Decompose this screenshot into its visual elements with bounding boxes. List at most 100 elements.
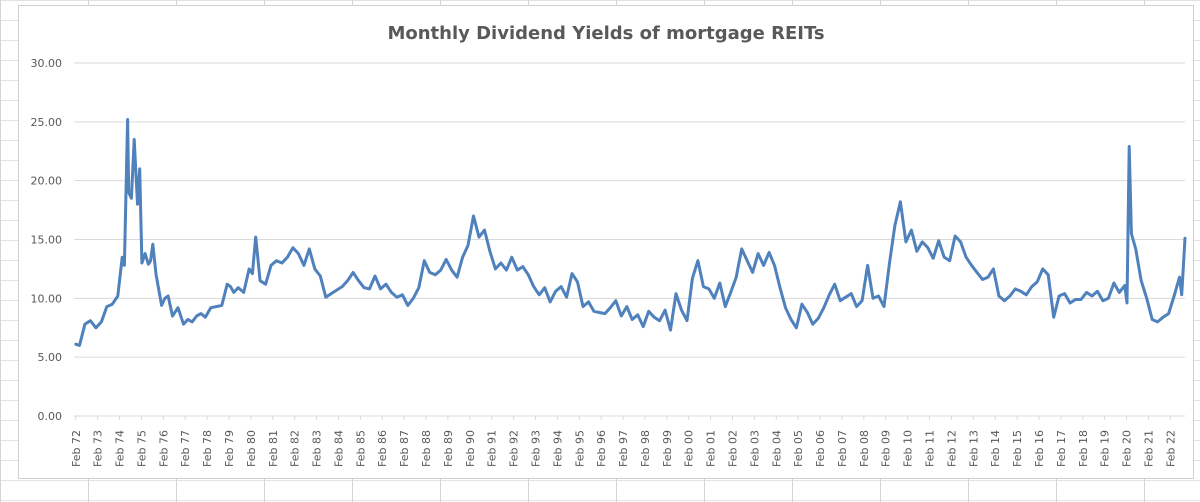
x-tick-label: Feb 90 <box>464 430 477 467</box>
data-point <box>429 271 431 273</box>
data-point <box>1151 318 1153 320</box>
x-tick-label: Feb 85 <box>354 430 367 467</box>
data-point <box>768 251 770 253</box>
data-point <box>664 309 666 311</box>
x-tick-label: Feb 72 <box>70 430 83 467</box>
x-tick-label: Feb 08 <box>858 430 871 467</box>
x-tick-label: Feb 81 <box>267 430 280 467</box>
x-tick-label: Feb 78 <box>201 430 214 467</box>
x-tick-label: Feb 79 <box>223 430 236 467</box>
data-point <box>100 321 102 323</box>
data-point <box>582 305 584 307</box>
x-tick-label: Feb 74 <box>114 430 127 467</box>
x-tick-label: Feb 01 <box>705 430 718 467</box>
data-point <box>95 327 97 329</box>
data-point <box>187 318 189 320</box>
data-point <box>423 260 425 262</box>
data-point <box>440 269 442 271</box>
data-point <box>910 229 912 231</box>
data-point <box>1025 294 1027 296</box>
data-point <box>965 256 967 258</box>
data-point <box>1146 297 1148 299</box>
data-point <box>195 315 197 317</box>
data-point <box>1162 316 1164 318</box>
data-point <box>200 312 202 314</box>
x-tick-label: Feb 84 <box>332 430 345 467</box>
data-point <box>850 292 852 294</box>
chart-area: Monthly Dividend Yields of mortgage REIT… <box>18 5 1194 479</box>
data-point <box>303 264 305 266</box>
data-point <box>516 269 518 271</box>
x-tick-label: Feb 95 <box>573 430 586 467</box>
data-point <box>790 318 792 320</box>
x-tick-label: Feb 76 <box>157 430 170 467</box>
data-point <box>204 316 206 318</box>
x-tick-label: Feb 20 <box>1121 430 1134 467</box>
x-tick-label: Feb 11 <box>924 430 937 467</box>
data-point <box>713 297 715 299</box>
data-point <box>259 280 261 282</box>
data-point <box>226 283 228 285</box>
data-point <box>1053 316 1055 318</box>
line-chart: 0.00 5.00 10.00 15.00 20.00 25.00 30.00 Feb 72… <box>31 57 1187 467</box>
data-point <box>817 317 819 319</box>
data-point <box>784 307 786 309</box>
data-point <box>932 257 934 259</box>
data-point <box>264 283 266 285</box>
y-tick-label: 5.00 <box>38 351 63 364</box>
y-tick-label: 20.00 <box>31 175 63 188</box>
data-point <box>141 262 143 264</box>
data-point <box>538 294 540 296</box>
x-tick-label: Feb 92 <box>508 430 521 467</box>
x-tick-label: Feb 18 <box>1077 430 1090 467</box>
data-point <box>270 264 272 266</box>
data-point <box>609 307 611 309</box>
x-tick-label: Feb 91 <box>486 430 499 467</box>
data-point <box>251 272 253 274</box>
data-point <box>255 236 257 238</box>
data-point <box>642 325 644 327</box>
data-point <box>385 283 387 285</box>
data-point <box>106 305 108 307</box>
data-point <box>724 305 726 307</box>
data-point <box>78 344 80 346</box>
data-point <box>839 300 841 302</box>
data-point <box>637 314 639 316</box>
x-tick-label: Feb 12 <box>945 430 958 467</box>
data-point <box>139 168 141 170</box>
x-tick-label: Feb 86 <box>376 430 389 467</box>
data-point <box>445 258 447 260</box>
data-point <box>544 287 546 289</box>
data-point <box>147 263 149 265</box>
data-point <box>779 287 781 289</box>
data-point <box>943 256 945 258</box>
data-point <box>959 241 961 243</box>
data-point <box>987 276 989 278</box>
data-point <box>215 305 217 307</box>
x-tick-label: Feb 00 <box>683 430 696 467</box>
data-point <box>653 316 655 318</box>
x-tick-label: Feb 96 <box>595 430 608 467</box>
x-tick-label: Feb 02 <box>727 430 740 467</box>
data-point <box>1128 145 1130 147</box>
data-point <box>894 224 896 226</box>
data-point <box>1181 294 1183 296</box>
data-point <box>560 285 562 287</box>
data-point <box>500 262 502 264</box>
y-tick-label: 25.00 <box>31 116 63 129</box>
data-point <box>697 260 699 262</box>
x-tick-label: Feb 73 <box>92 430 105 467</box>
data-point <box>314 268 316 270</box>
data-point <box>144 252 146 254</box>
y-axis: 0.00 5.00 10.00 15.00 20.00 25.00 30.00 <box>31 57 63 423</box>
data-point <box>1167 312 1169 314</box>
chart-title: Monthly Dividend Yields of mortgage REIT… <box>387 23 825 44</box>
data-point <box>1080 298 1082 300</box>
data-point <box>483 229 485 231</box>
x-tick-label: Feb 03 <box>748 430 761 467</box>
data-point <box>571 272 573 274</box>
data-point <box>938 240 940 242</box>
data-point <box>341 285 343 287</box>
x-tick-label: Feb 94 <box>551 430 564 467</box>
data-point <box>883 305 885 307</box>
